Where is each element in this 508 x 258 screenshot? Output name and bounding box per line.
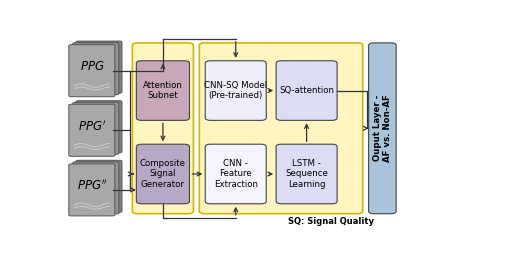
- Text: Ouput Layer -
AF vs. Non-AF: Ouput Layer - AF vs. Non-AF: [373, 94, 392, 162]
- Text: Composite
Signal
Generator: Composite Signal Generator: [140, 159, 186, 189]
- Text: $PPG$: $PPG$: [80, 60, 104, 73]
- FancyBboxPatch shape: [276, 61, 337, 120]
- Text: SQ: Signal Quality: SQ: Signal Quality: [288, 217, 374, 226]
- FancyBboxPatch shape: [276, 144, 337, 204]
- FancyBboxPatch shape: [369, 43, 396, 214]
- FancyBboxPatch shape: [73, 43, 119, 95]
- FancyBboxPatch shape: [136, 61, 189, 120]
- FancyBboxPatch shape: [76, 101, 122, 153]
- FancyBboxPatch shape: [136, 144, 189, 204]
- Text: CNN-SQ Model
(Pre-trained): CNN-SQ Model (Pre-trained): [204, 81, 267, 100]
- Text: LSTM -
Sequence
Learning: LSTM - Sequence Learning: [285, 159, 328, 189]
- FancyBboxPatch shape: [205, 144, 266, 204]
- FancyBboxPatch shape: [69, 45, 115, 97]
- FancyBboxPatch shape: [76, 160, 122, 212]
- FancyBboxPatch shape: [205, 61, 266, 120]
- Text: CNN -
Feature
Extraction: CNN - Feature Extraction: [214, 159, 258, 189]
- Text: Attention
Subnet: Attention Subnet: [143, 81, 183, 100]
- Text: $PPG'$: $PPG'$: [78, 119, 106, 134]
- FancyBboxPatch shape: [133, 43, 194, 214]
- FancyBboxPatch shape: [69, 104, 115, 156]
- Text: $PPG''$: $PPG''$: [77, 179, 107, 193]
- FancyBboxPatch shape: [73, 102, 119, 154]
- FancyBboxPatch shape: [69, 164, 115, 216]
- FancyBboxPatch shape: [73, 162, 119, 214]
- Text: SQ-attention: SQ-attention: [279, 86, 334, 95]
- FancyBboxPatch shape: [199, 43, 363, 214]
- FancyBboxPatch shape: [76, 41, 122, 93]
